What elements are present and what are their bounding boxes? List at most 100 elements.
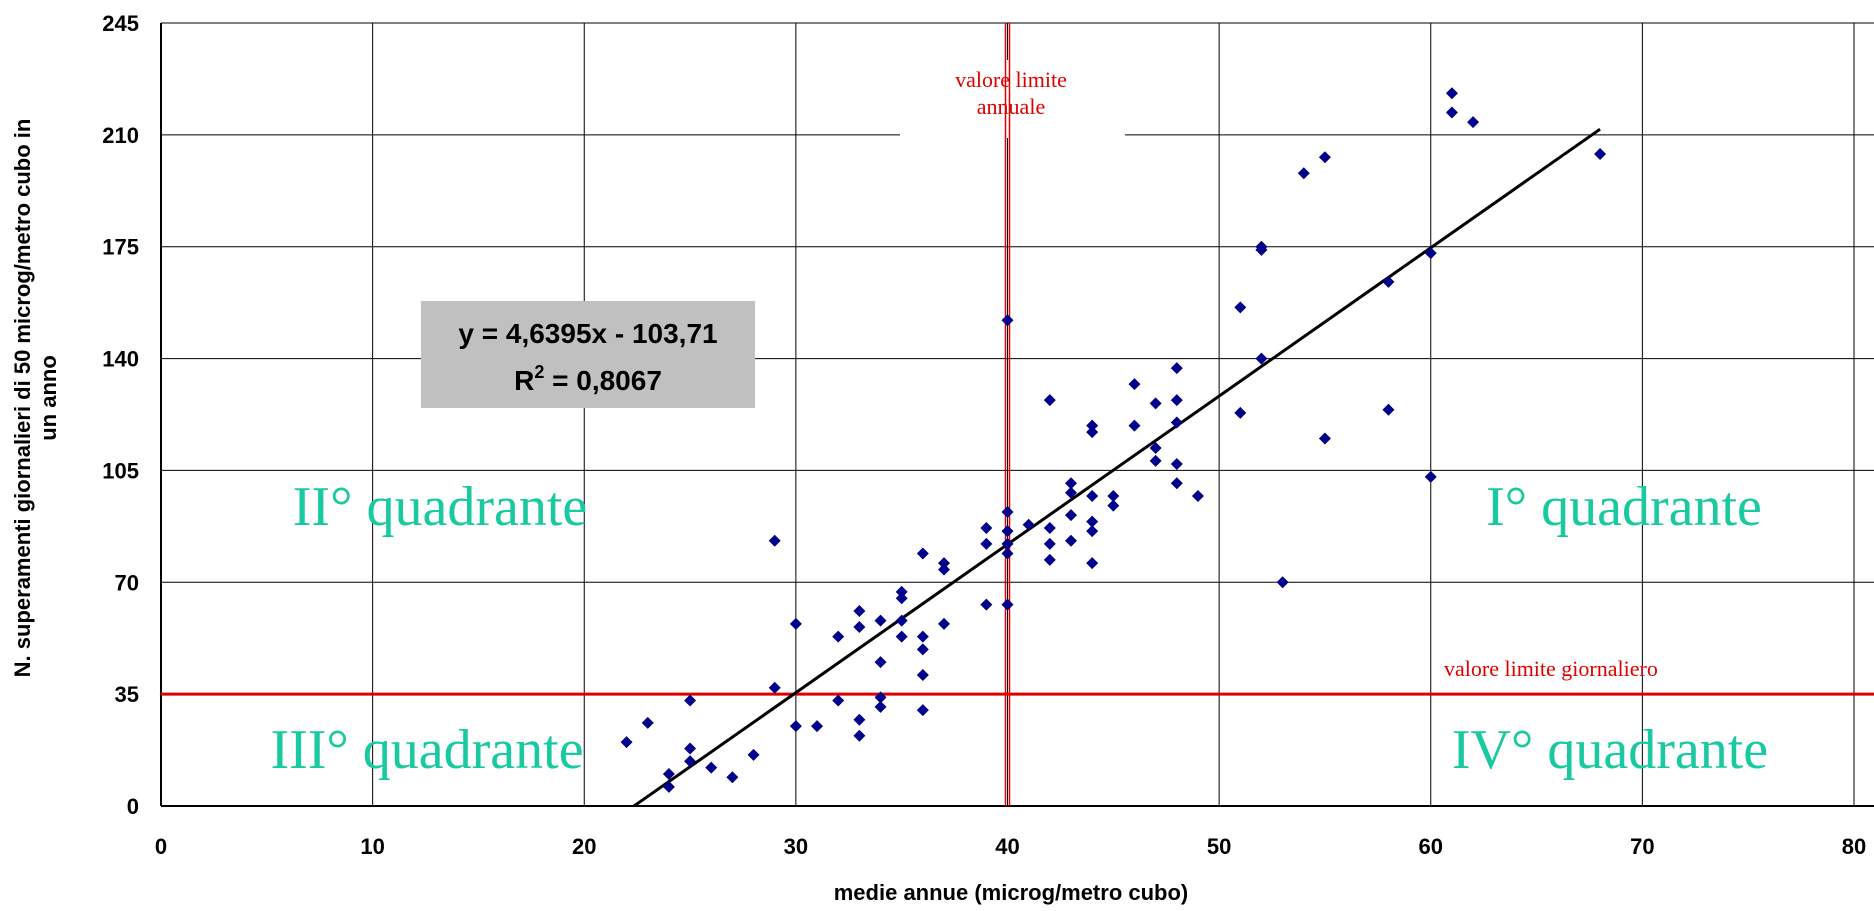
data-point xyxy=(938,557,951,570)
data-point xyxy=(895,630,908,643)
data-point xyxy=(1594,148,1607,161)
y-tick-label: 245 xyxy=(102,11,139,36)
data-point xyxy=(1318,432,1331,445)
data-point xyxy=(1064,534,1077,547)
x-axis-title: medie annue (microg/metro cubo) xyxy=(834,880,1189,905)
data-point xyxy=(1382,275,1395,288)
y-axis-title-line1: N. superamenti giornalieri di 50 microg/… xyxy=(10,119,35,678)
data-point xyxy=(641,716,654,729)
data-point xyxy=(789,720,802,733)
r-squared-symbol: R xyxy=(514,365,534,396)
data-point xyxy=(726,771,739,784)
data-point xyxy=(916,630,929,643)
data-point xyxy=(895,592,908,605)
data-point xyxy=(938,563,951,576)
data-point xyxy=(620,736,633,749)
data-point xyxy=(895,614,908,627)
data-point xyxy=(747,748,760,761)
data-point xyxy=(916,643,929,656)
data-points xyxy=(620,87,1607,793)
data-point xyxy=(1234,406,1247,419)
daily-limit-label: valore limite giornaliero xyxy=(1444,656,1658,681)
data-point xyxy=(1424,470,1437,483)
data-point xyxy=(1276,576,1289,589)
data-point xyxy=(1001,314,1014,327)
x-tick-label: 10 xyxy=(360,834,384,859)
data-point xyxy=(895,585,908,598)
data-point xyxy=(1424,247,1437,260)
annual-limit-label-line2: annuale xyxy=(977,94,1045,119)
data-point xyxy=(1467,116,1480,129)
grid xyxy=(160,22,1874,807)
data-point xyxy=(684,755,697,768)
data-point xyxy=(1001,525,1014,538)
annual-limit-label-line1: valore limite xyxy=(955,67,1067,92)
x-tick-label: 80 xyxy=(1842,834,1866,859)
data-point xyxy=(1086,515,1099,528)
data-point xyxy=(853,729,866,742)
data-point xyxy=(1297,167,1310,180)
annual-limit-label-bg xyxy=(900,60,1125,138)
data-point xyxy=(916,668,929,681)
data-point xyxy=(684,694,697,707)
data-point xyxy=(1170,394,1183,407)
y-tick-label: 210 xyxy=(102,123,139,148)
data-point xyxy=(1043,537,1056,550)
data-point xyxy=(1128,378,1141,391)
data-point xyxy=(1170,477,1183,490)
data-point xyxy=(1043,553,1056,566)
data-point xyxy=(1064,486,1077,499)
y-tick-label: 35 xyxy=(115,682,139,707)
data-point xyxy=(1445,106,1458,119)
data-point xyxy=(768,681,781,694)
data-point xyxy=(1191,489,1204,502)
data-point xyxy=(874,700,887,713)
data-point xyxy=(1086,426,1099,439)
data-point xyxy=(832,694,845,707)
data-point xyxy=(811,720,824,733)
data-point xyxy=(662,780,675,793)
data-point xyxy=(853,621,866,634)
data-point xyxy=(1043,521,1056,534)
x-tick-label: 40 xyxy=(995,834,1019,859)
data-point xyxy=(1255,352,1268,365)
y-axis-title-line2: un anno xyxy=(36,355,61,441)
equation-box xyxy=(421,301,755,408)
data-point xyxy=(1086,525,1099,538)
x-tick-label: 60 xyxy=(1419,834,1443,859)
data-point xyxy=(916,547,929,560)
x-tick-label: 0 xyxy=(155,834,167,859)
data-point xyxy=(853,713,866,726)
data-point xyxy=(789,617,802,630)
trendline-line xyxy=(633,127,1601,808)
quadrant-ii-label: II° quadrante xyxy=(293,476,587,538)
y-tick-label: 70 xyxy=(115,570,139,595)
r-squared: R2 = 0,8067 xyxy=(514,362,662,396)
data-point xyxy=(1128,419,1141,432)
trendline xyxy=(633,127,1601,808)
r-squared-exponent: 2 xyxy=(534,362,544,382)
data-point xyxy=(916,704,929,717)
y-tick-label: 175 xyxy=(102,235,139,260)
data-point xyxy=(832,630,845,643)
x-tick-label: 30 xyxy=(784,834,808,859)
data-point xyxy=(980,598,993,611)
data-point xyxy=(1170,458,1183,471)
trend-equation: y = 4,6395x - 103,71 xyxy=(458,318,717,349)
data-point xyxy=(1001,598,1014,611)
y-tick-label: 0 xyxy=(127,794,139,819)
y-tick-label: 140 xyxy=(102,347,139,372)
axis-ticks: 0 35 70 105 140 175 210 245 0 10 20 30 40 50 60 70 80 xyxy=(102,11,1866,859)
x-tick-label: 50 xyxy=(1207,834,1231,859)
plot-area xyxy=(161,23,1874,806)
data-point xyxy=(768,534,781,547)
data-point xyxy=(1001,537,1014,550)
data-point xyxy=(1064,477,1077,490)
data-point xyxy=(1064,509,1077,522)
data-point xyxy=(1086,419,1099,432)
y-tick-label: 105 xyxy=(102,458,139,483)
data-point xyxy=(1086,557,1099,570)
r-squared-value: = 0,8067 xyxy=(544,365,662,396)
data-point xyxy=(874,614,887,627)
